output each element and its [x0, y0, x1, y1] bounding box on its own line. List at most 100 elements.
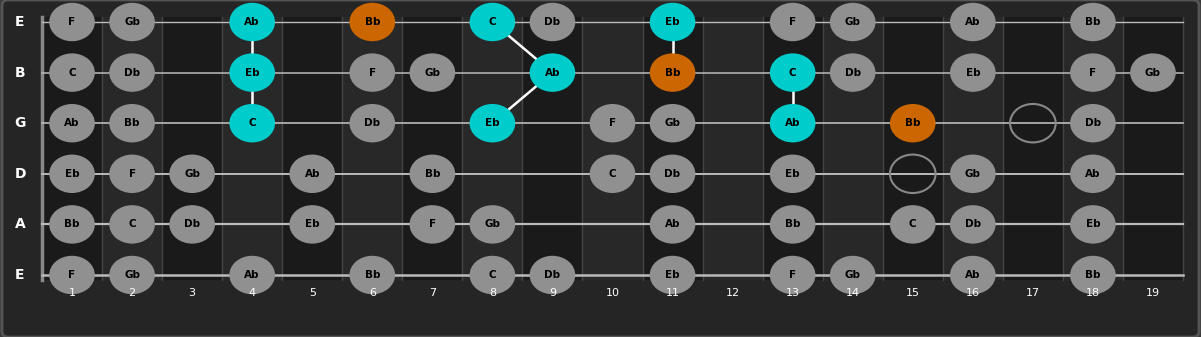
Ellipse shape [349, 53, 395, 92]
Ellipse shape [49, 3, 95, 41]
Ellipse shape [1070, 53, 1116, 92]
Ellipse shape [770, 155, 815, 193]
Text: Ab: Ab [245, 17, 259, 27]
Text: 6: 6 [369, 288, 376, 298]
Ellipse shape [1070, 104, 1116, 143]
Text: Bb: Bb [365, 17, 380, 27]
Text: B: B [14, 66, 25, 80]
Ellipse shape [1130, 53, 1176, 92]
Text: Bb: Bb [785, 219, 800, 229]
Ellipse shape [770, 256, 815, 294]
Text: Ab: Ab [245, 270, 259, 280]
Ellipse shape [950, 53, 996, 92]
Ellipse shape [49, 155, 95, 193]
Ellipse shape [530, 256, 575, 294]
Ellipse shape [830, 53, 876, 92]
Text: 1: 1 [68, 288, 76, 298]
Text: 7: 7 [429, 288, 436, 298]
Text: 12: 12 [725, 288, 740, 298]
Text: 13: 13 [785, 288, 800, 298]
Ellipse shape [229, 104, 275, 143]
Ellipse shape [650, 104, 695, 143]
Bar [162, 17, 222, 280]
Text: 5: 5 [309, 288, 316, 298]
Text: 10: 10 [605, 288, 620, 298]
Ellipse shape [650, 205, 695, 244]
Text: Ab: Ab [966, 17, 980, 27]
Bar [102, 17, 162, 280]
Text: Db: Db [964, 219, 981, 229]
Ellipse shape [650, 3, 695, 41]
Text: D: D [14, 167, 25, 181]
Bar [883, 17, 943, 280]
Text: C: C [789, 68, 796, 78]
Ellipse shape [770, 3, 815, 41]
Text: C: C [249, 118, 256, 128]
Text: Bb: Bb [1086, 17, 1100, 27]
Text: Bb: Bb [65, 219, 79, 229]
Bar [42, 17, 102, 280]
Text: F: F [789, 270, 796, 280]
Ellipse shape [109, 53, 155, 92]
Text: Bb: Bb [1086, 270, 1100, 280]
Ellipse shape [109, 256, 155, 294]
Bar [522, 17, 582, 280]
Ellipse shape [229, 53, 275, 92]
Ellipse shape [770, 53, 815, 92]
Ellipse shape [890, 205, 936, 244]
Ellipse shape [530, 3, 575, 41]
Ellipse shape [650, 53, 695, 92]
Text: 3: 3 [189, 288, 196, 298]
Text: Eb: Eb [305, 219, 319, 229]
Ellipse shape [1070, 3, 1116, 41]
Text: C: C [609, 169, 616, 179]
Ellipse shape [830, 256, 876, 294]
Text: Ab: Ab [1086, 169, 1100, 179]
Text: C: C [129, 219, 136, 229]
Text: C: C [489, 17, 496, 27]
Text: F: F [68, 270, 76, 280]
Text: Ab: Ab [305, 169, 319, 179]
Text: 4: 4 [249, 288, 256, 298]
Ellipse shape [470, 104, 515, 143]
Text: Db: Db [664, 169, 681, 179]
Text: F: F [1089, 68, 1097, 78]
Text: 19: 19 [1146, 288, 1160, 298]
Text: Db: Db [544, 17, 561, 27]
Ellipse shape [49, 53, 95, 92]
Text: Gb: Gb [484, 219, 501, 229]
Text: Ab: Ab [966, 270, 980, 280]
Text: Bb: Bb [906, 118, 920, 128]
Ellipse shape [470, 205, 515, 244]
Text: Db: Db [844, 68, 861, 78]
Bar [282, 17, 342, 280]
Ellipse shape [109, 205, 155, 244]
Ellipse shape [349, 256, 395, 294]
Bar [1123, 17, 1183, 280]
Text: C: C [68, 68, 76, 78]
Bar [763, 17, 823, 280]
Text: Gb: Gb [964, 169, 981, 179]
Text: F: F [129, 169, 136, 179]
Text: 15: 15 [906, 288, 920, 298]
Bar [342, 17, 402, 280]
Text: Bb: Bb [665, 68, 680, 78]
Text: 18: 18 [1086, 288, 1100, 298]
Ellipse shape [1070, 256, 1116, 294]
Text: Db: Db [184, 219, 201, 229]
Ellipse shape [770, 205, 815, 244]
Text: 16: 16 [966, 288, 980, 298]
Ellipse shape [49, 205, 95, 244]
Text: Db: Db [124, 68, 141, 78]
Ellipse shape [169, 205, 215, 244]
Bar [222, 17, 282, 280]
Ellipse shape [650, 256, 695, 294]
Ellipse shape [890, 104, 936, 143]
Text: Gb: Gb [124, 17, 141, 27]
Ellipse shape [229, 3, 275, 41]
Text: E: E [16, 15, 25, 29]
Text: Ab: Ab [665, 219, 680, 229]
Text: Eb: Eb [665, 270, 680, 280]
Bar [582, 17, 643, 280]
Ellipse shape [109, 104, 155, 143]
